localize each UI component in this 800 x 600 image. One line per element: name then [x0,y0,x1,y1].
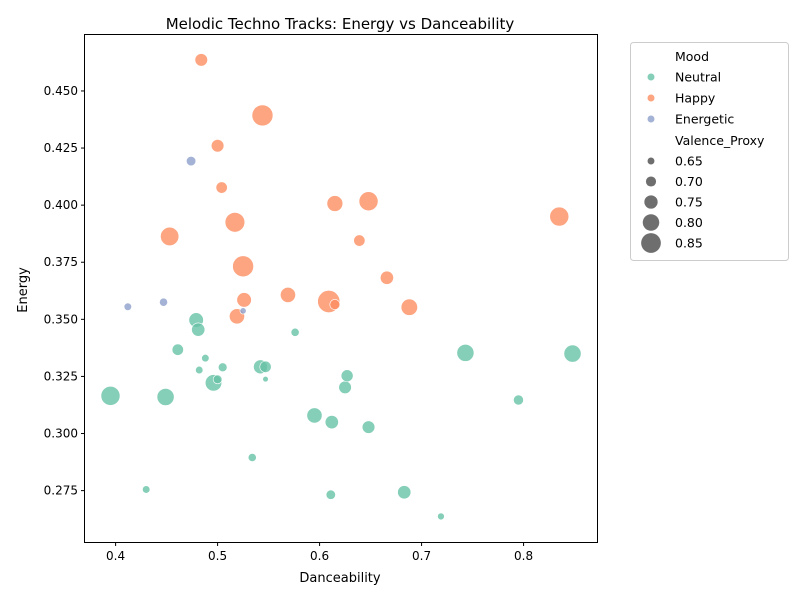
legend-size-marker [647,157,655,165]
data-point-happy [326,195,344,212]
data-point-happy [232,255,254,278]
data-point-happy [400,298,418,316]
legend-label-happy: Happy [675,91,716,106]
data-point-neutral [262,376,269,383]
y-tick-label: 0.425 [44,141,78,155]
data-point-neutral [212,374,223,385]
data-point-energetic [186,156,197,167]
legend-size-label: 0.65 [675,154,703,169]
y-tick-label: 0.350 [44,312,78,326]
legend-size-marker [645,176,657,187]
legend-size-title: Valence_Proxy [675,133,765,148]
data-point-neutral [259,360,272,373]
data-point-happy [194,53,208,67]
data-point-happy [224,212,246,233]
plot-frame [84,34,598,543]
legend-marker-neutral [647,73,655,81]
legend-label-neutral: Neutral [675,70,721,85]
x-tick-label: 0.6 [310,549,329,563]
data-point-neutral [397,485,412,500]
data-point-happy [353,234,366,247]
data-point-neutral [100,385,121,406]
data-point-neutral [338,380,352,395]
data-point-neutral [306,407,323,424]
legend-marker-happy [647,94,655,102]
legend-hue-title: Mood [675,49,709,64]
legend-size-label: 0.70 [675,174,703,189]
x-axis: 0.4 0.5 0.6 0.7 0.8 [106,542,533,563]
legend-size-label: 0.85 [675,236,703,251]
y-axis: 0.275 0.300 0.325 0.350 0.375 0.400 0.425 0.450 [44,84,85,498]
data-point-neutral [437,512,445,521]
y-tick-label: 0.375 [44,255,78,269]
data-point-neutral [247,453,257,462]
x-tick-label: 0.4 [106,549,125,563]
data-point-happy [210,139,225,153]
data-point-energetic [239,307,247,315]
data-point-neutral [325,489,336,500]
legend-marker-energetic [647,115,655,123]
data-point-energetic [123,302,132,311]
chart-title: Melodic Techno Tracks: Energy vs Danceab… [166,15,515,33]
data-point-neutral [156,388,175,406]
x-axis-title: Danceability [299,571,381,586]
y-tick-label: 0.400 [44,198,78,212]
legend-frame [630,42,789,261]
y-tick-label: 0.450 [44,84,78,98]
data-point-neutral [563,344,582,363]
legend-size-marker [641,233,661,253]
x-tick-label: 0.5 [208,549,227,563]
data-point-happy [358,191,379,212]
data-point-neutral [340,369,354,383]
data-point-happy [215,181,228,194]
legend-size-marker [642,214,660,231]
points-layer [100,53,582,521]
data-point-neutral [456,344,475,362]
data-point-neutral [191,322,206,337]
data-point-happy [236,292,252,308]
data-point-happy [329,299,341,310]
legend-size-label: 0.80 [675,215,703,230]
x-tick-label: 0.7 [412,549,431,563]
data-point-happy [160,226,180,246]
x-tick-label: 0.8 [514,549,533,563]
data-point-neutral [142,485,151,494]
y-tick-label: 0.275 [44,484,78,498]
data-point-neutral [361,420,376,434]
y-axis-title: Energy [16,267,31,313]
data-point-energetic [159,297,168,307]
legend: Mood Neutral Happy Energetic Valence_Proxy… [630,42,789,261]
data-point-happy [280,286,296,303]
data-point-happy [251,104,274,127]
y-tick-label: 0.300 [44,427,78,441]
data-point-happy [379,270,394,285]
legend-size-label: 0.75 [675,195,703,210]
data-point-neutral [290,327,300,337]
legend-label-energetic: Energetic [675,112,734,127]
data-point-neutral [171,343,184,356]
data-point-neutral [201,354,210,363]
data-point-happy [549,206,570,227]
data-point-neutral [324,415,339,430]
data-point-neutral [513,394,524,406]
y-tick-label: 0.325 [44,369,78,383]
data-point-neutral [195,365,204,375]
legend-size-marker [644,195,658,209]
data-point-neutral [217,362,228,373]
